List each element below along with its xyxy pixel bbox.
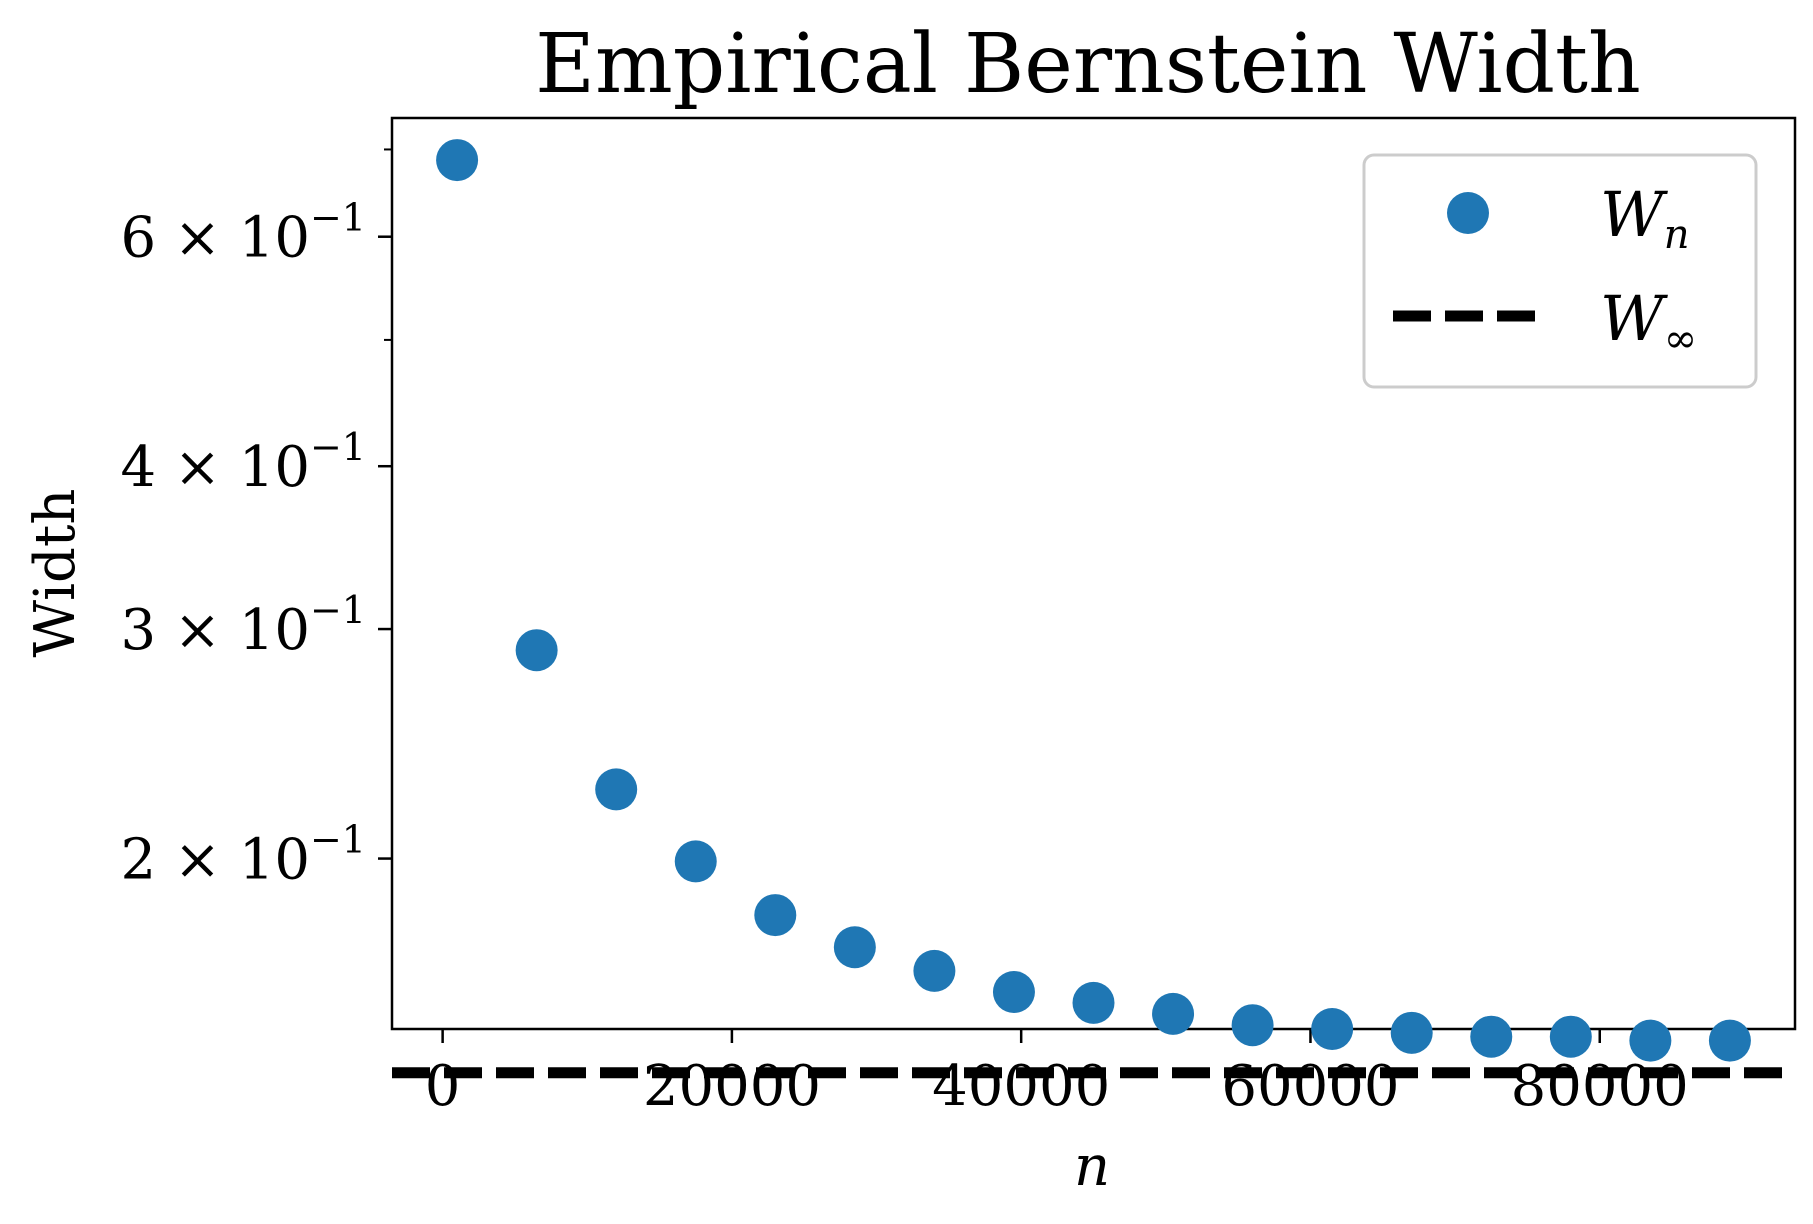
x-axis: 0 20000 40000 60000 80000: [425, 1029, 1689, 1119]
data-point: [833, 926, 876, 969]
y-tick-label: 2 × 10−1: [121, 818, 366, 893]
legend-label-w-inf-main: W: [1600, 282, 1668, 355]
x-tick-label: 80000: [1511, 1054, 1689, 1119]
plot-frame: [390, 116, 1797, 1031]
y-axis-label: Width: [23, 489, 88, 658]
data-point: [1470, 1015, 1513, 1058]
chart-title: Empirical Bernstein Width: [535, 17, 1641, 112]
data-point: [1390, 1011, 1433, 1054]
data-point: [754, 894, 797, 937]
data-point: [515, 629, 558, 672]
x-tick-label: 60000: [1221, 1054, 1399, 1119]
series-layer: [392, 139, 1795, 1079]
x-axis-label: n: [1074, 1134, 1110, 1199]
data-point: [992, 970, 1035, 1013]
y-axis: 2 × 10−1 3 × 10−1 4 × 10−1 6 × 10−1: [121, 148, 392, 893]
legend-marker-w-n: [1447, 192, 1489, 234]
data-point: [595, 768, 638, 811]
data-point: [1549, 1015, 1592, 1058]
data-point: [1072, 981, 1115, 1024]
x-tick-label: 40000: [932, 1054, 1110, 1119]
x-tick-label: 20000: [643, 1054, 821, 1119]
data-point: [913, 949, 956, 992]
y-tick-label: 6 × 10−1: [121, 196, 366, 271]
legend-label-w-inf-sub: ∞: [1664, 316, 1697, 362]
legend-box: [1362, 153, 1758, 389]
legend: Wn W∞: [1362, 153, 1758, 389]
data-point: [1708, 1019, 1751, 1062]
legend-label-w-inf: W∞: [1600, 282, 1697, 362]
legend-label-w-n-main: W: [1600, 178, 1668, 251]
data-point: [436, 139, 479, 182]
y-tick-label: 3 × 10−1: [121, 588, 366, 663]
data-point: [1311, 1008, 1354, 1050]
data-point: [1629, 1019, 1672, 1062]
y-tick-label: 4 × 10−1: [121, 425, 366, 500]
legend-label-w-n: Wn: [1600, 178, 1690, 258]
data-point: [1231, 1004, 1274, 1047]
legend-label-w-n-sub: n: [1664, 212, 1690, 258]
x-tick-label: 0: [425, 1054, 461, 1119]
data-point: [1152, 992, 1195, 1035]
data-point: [674, 840, 717, 883]
